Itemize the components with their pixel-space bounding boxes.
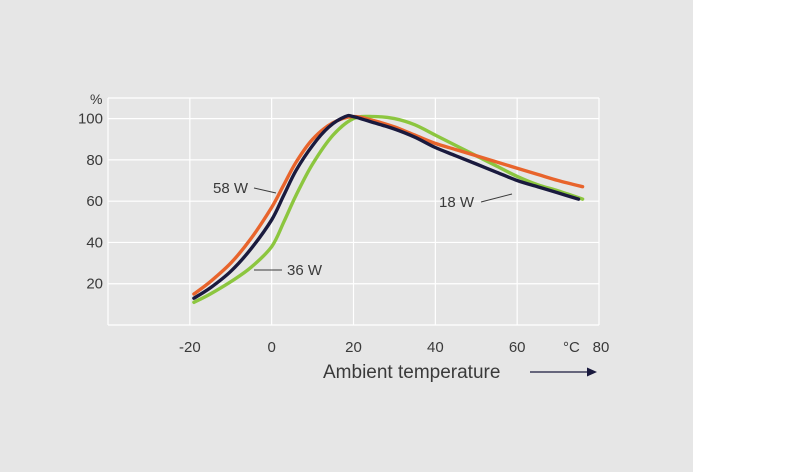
x-tick-label: 40 (427, 339, 444, 356)
series-annotation: 58 W (213, 180, 249, 197)
y-tick-label: 100 (78, 111, 103, 128)
annotation-leader (480, 193, 513, 203)
series-line-58w (192, 114, 585, 296)
gridlines (107, 97, 600, 326)
x-axis-unit-label: °C (563, 339, 580, 356)
chart-panel: 20 40 60 80 100 -20 0 20 40 60 80 58 W 36 W 18 W % °… (0, 0, 693, 472)
series-annotation: 36 W (287, 262, 323, 279)
series-line-18w (192, 113, 581, 300)
x-tick-label: 80 (593, 339, 610, 356)
y-tick-label: 60 (86, 193, 103, 210)
x-tick-label: 20 (345, 339, 362, 356)
x-tick-label: -20 (179, 339, 201, 356)
annotation-leader (253, 187, 277, 194)
series-line-36w (192, 114, 585, 304)
series-lines (192, 113, 585, 304)
y-tick-label: 80 (86, 152, 103, 169)
y-tick-label: 40 (86, 234, 103, 251)
x-axis-title: Ambient temperature (323, 362, 500, 383)
y-axis-unit-label: % (90, 91, 102, 107)
axis-arrow (530, 367, 597, 377)
tick-labels: 20 40 60 80 100 -20 0 20 40 60 80 (78, 111, 609, 356)
series-annotation: 18 W (439, 194, 475, 211)
line-chart: 20 40 60 80 100 -20 0 20 40 60 80 58 W 36 W 18 W % °… (78, 91, 609, 383)
y-tick-label: 20 (86, 276, 103, 293)
x-tick-label: 60 (509, 339, 526, 356)
x-tick-label: 0 (267, 339, 275, 356)
annotations: 58 W 36 W 18 W (213, 180, 513, 279)
